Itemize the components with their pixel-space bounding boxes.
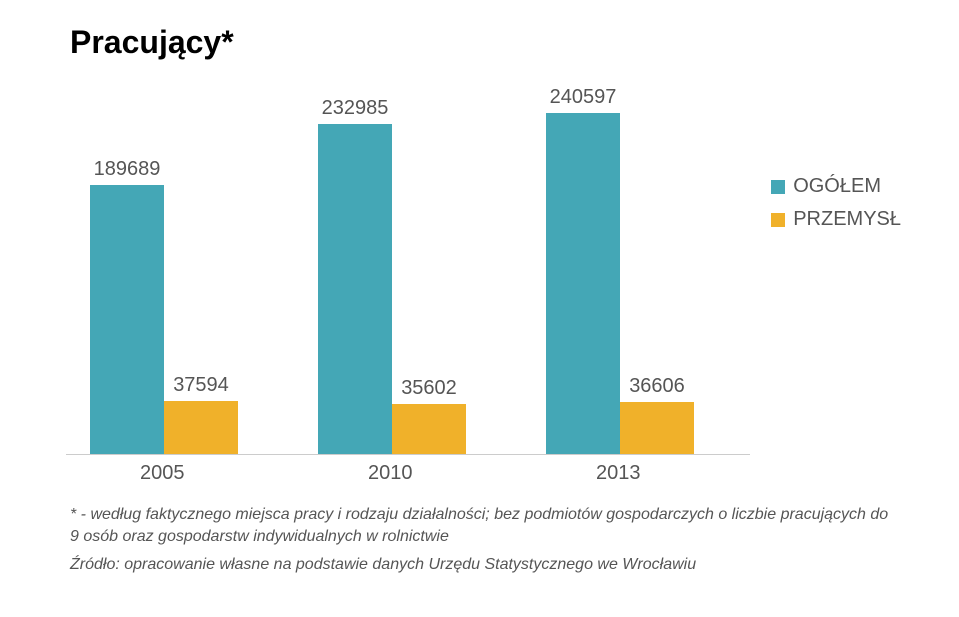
x-axis: 2005 2010 2013: [66, 462, 750, 492]
bar-value-label: 232985: [288, 97, 422, 120]
legend-label: OGÓŁEM: [793, 175, 881, 198]
bar-ogolem: [546, 113, 620, 454]
legend-item-przemysl: PRZEMYSŁ: [771, 208, 901, 231]
chart-plot-area: 189689375942329853560224059736606: [66, 100, 750, 455]
footnote-definition: * - według faktycznego miejsca pracy i r…: [70, 504, 890, 547]
bar-przemysl: [620, 402, 694, 454]
bar-value-label: 35602: [362, 377, 496, 400]
bar-przemysl: [392, 404, 466, 454]
legend: OGÓŁEM PRZEMYSŁ: [771, 175, 901, 241]
bar-value-label: 240597: [516, 86, 650, 109]
legend-swatch-icon: [771, 180, 785, 194]
x-tick-label: 2010: [368, 462, 413, 485]
bar-value-label: 189689: [60, 158, 194, 181]
x-tick-label: 2013: [596, 462, 641, 485]
bar-przemysl: [164, 401, 238, 454]
bar-value-label: 36606: [590, 375, 724, 398]
footnote-source: Źródło: opracowanie własne na podstawie …: [70, 556, 890, 574]
x-tick-label: 2005: [140, 462, 185, 485]
page: Pracujący* OGÓŁEM PRZEMYSŁ 189689 37594 23…: [0, 0, 959, 617]
bar-ogolem: [90, 185, 164, 454]
legend-swatch-icon: [771, 213, 785, 227]
bar-value-label: 37594: [134, 374, 268, 397]
chart-title: Pracujący*: [70, 24, 234, 61]
legend-label: PRZEMYSŁ: [793, 208, 901, 231]
bar-ogolem: [318, 124, 392, 454]
legend-item-ogolem: OGÓŁEM: [771, 175, 901, 198]
